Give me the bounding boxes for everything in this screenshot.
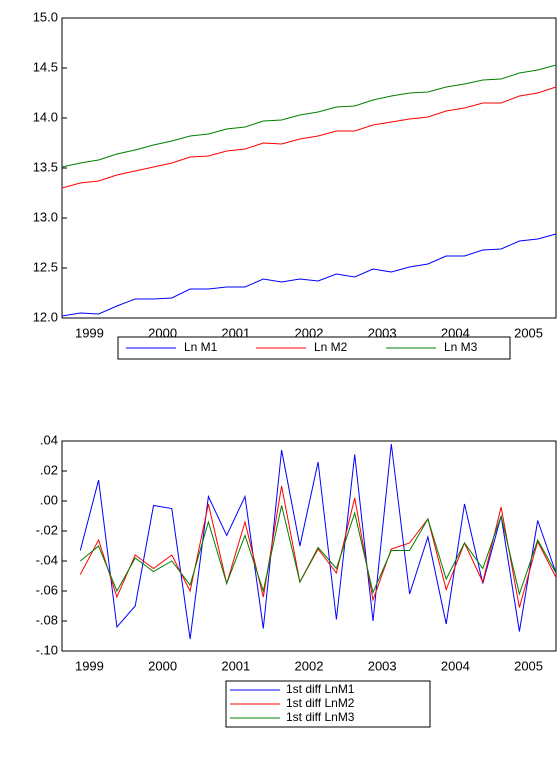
- x-tick-label: 2001: [221, 325, 250, 340]
- series-line: [79, 443, 557, 640]
- series-line: [79, 505, 557, 596]
- y-tick-label: -.08: [36, 612, 58, 627]
- y-tick-label: 14.0: [33, 109, 58, 124]
- x-tick-label: 2005: [514, 658, 543, 673]
- y-tick-label: .04: [40, 432, 58, 447]
- legend-box: [117, 336, 511, 360]
- legend: Ln M1 Ln M2 Ln M3: [117, 336, 511, 360]
- x-tick-label: 2001: [221, 658, 250, 673]
- x-tick-label: 2002: [295, 658, 324, 673]
- x-tick-label: 2005: [514, 325, 543, 340]
- x-tick-label: 2004: [441, 658, 470, 673]
- x-tick-label: 1999: [75, 325, 104, 340]
- y-tick-label: 13.5: [33, 159, 58, 174]
- legend-label: Ln M1: [184, 340, 218, 354]
- y-tick-label: -.10: [36, 642, 58, 657]
- y-tick-label: .02: [40, 462, 58, 477]
- legend-box: [225, 680, 431, 728]
- series-line: [61, 64, 557, 168]
- x-tick-label: 2004: [441, 325, 470, 340]
- legend-label: Ln M3: [444, 340, 478, 354]
- series-line: [61, 233, 557, 317]
- x-tick-label: 2003: [368, 658, 397, 673]
- legend-label: 1st diff LnM2: [286, 696, 355, 710]
- series-line: [79, 485, 557, 608]
- y-tick-label: .00: [40, 492, 58, 507]
- y-tick-label: -.06: [36, 582, 58, 597]
- legend-label: Ln M2: [314, 340, 348, 354]
- y-tick-label: 15.0: [33, 9, 58, 24]
- y-tick-label: 13.0: [33, 209, 58, 224]
- plot-area: [61, 17, 557, 319]
- series-line: [61, 86, 557, 189]
- x-tick-label: 2002: [295, 325, 324, 340]
- y-tick-label: 12.0: [33, 309, 58, 324]
- x-tick-label: 1999: [75, 658, 104, 673]
- x-tick-label: 2000: [148, 325, 177, 340]
- legend-label: 1st diff LnM3: [286, 710, 355, 724]
- y-tick-label: -.04: [36, 552, 58, 567]
- x-tick-label: 2000: [148, 658, 177, 673]
- legend-label: 1st diff LnM1: [286, 682, 355, 696]
- y-tick-label: 14.5: [33, 59, 58, 74]
- y-tick-label: 12.5: [33, 259, 58, 274]
- x-tick-label: 2003: [368, 325, 397, 340]
- plot-area: [61, 440, 557, 652]
- y-tick-label: -.02: [36, 522, 58, 537]
